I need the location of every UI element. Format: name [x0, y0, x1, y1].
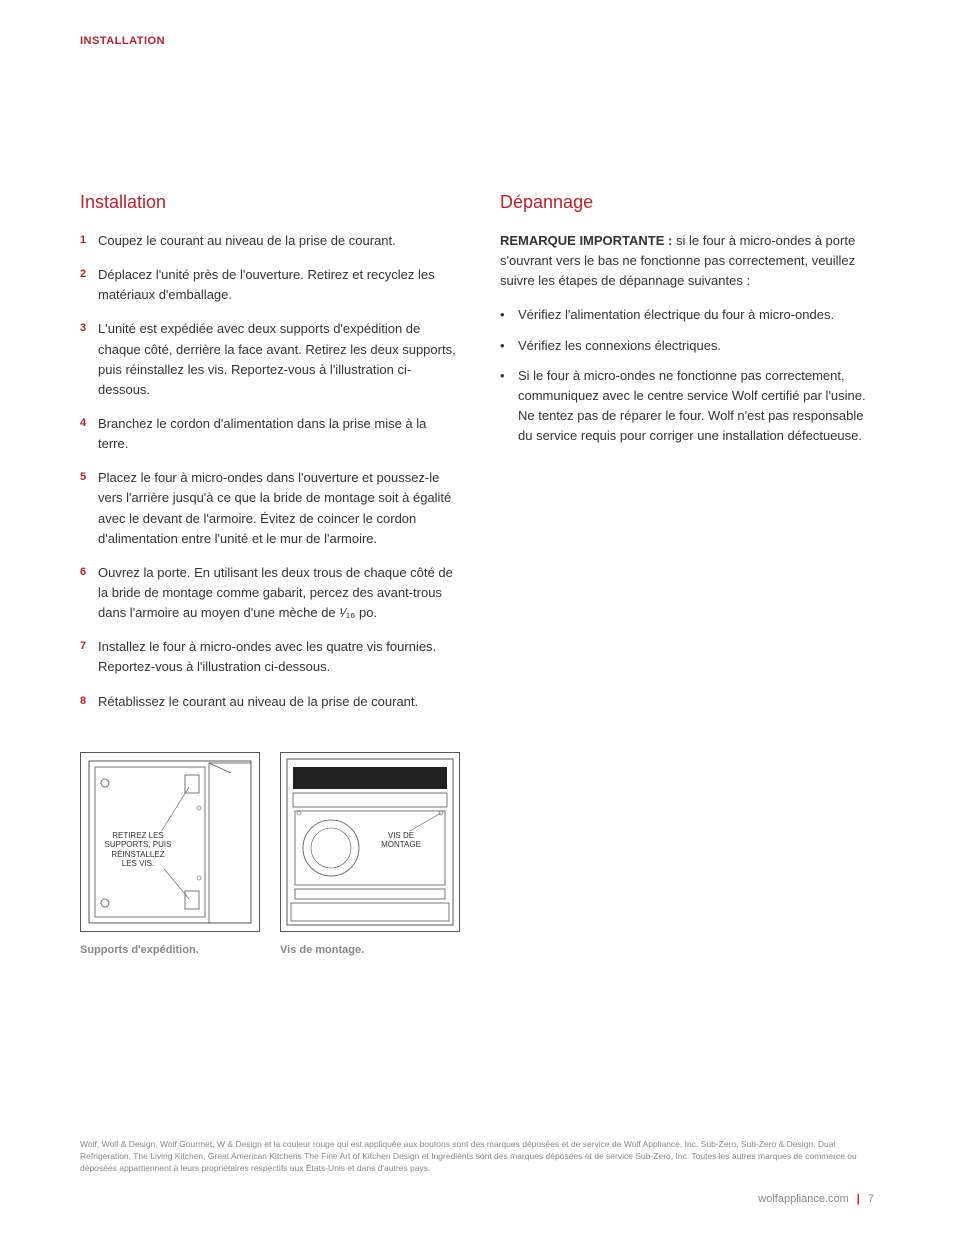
figure-shipping-brackets: RETIREZ LESSUPPORTS, PUISRÉINSTALLEZLES …	[80, 752, 260, 956]
step-text: Installez le four à micro-ondes avec les…	[98, 637, 460, 677]
step-text: L'unité est expédiée avec deux supports …	[98, 319, 460, 400]
bullet-icon: •	[500, 336, 518, 356]
figure-box: RETIREZ LESSUPPORTS, PUISRÉINSTALLEZLES …	[80, 752, 260, 932]
bullet-text: Vérifiez les connexions électriques.	[518, 336, 721, 356]
step-item: 3L'unité est expédiée avec deux supports…	[80, 319, 460, 400]
step-number: 3	[80, 319, 98, 400]
figure-inner-label: VIS DEMONTAGE	[373, 831, 429, 850]
step-item: 5Placez le four à micro-ondes dans l'ouv…	[80, 468, 460, 549]
bullet-item: •Vérifiez les connexions électriques.	[500, 336, 874, 356]
bullet-text: Vérifiez l'alimentation électrique du fo…	[518, 305, 834, 325]
step-text: Branchez le cordon d'alimentation dans l…	[98, 414, 460, 454]
step-number: 7	[80, 637, 98, 677]
figure-mounting-screws: VIS DEMONTAGE Vis de montage.	[280, 752, 460, 956]
bullet-item: •Si le four à micro-ondes ne fonctionne …	[500, 366, 874, 447]
step-number: 4	[80, 414, 98, 454]
troubleshooting-intro: REMARQUE IMPORTANTE : si le four à micro…	[500, 231, 874, 291]
page-footer: wolfappliance.com | 7	[758, 1193, 874, 1205]
step-text: Coupez le courant au niveau de la prise …	[98, 231, 396, 251]
legal-text: Wolf, Wolf & Design, Wolf Gourmet, W & D…	[80, 1139, 874, 1175]
step-number: 8	[80, 692, 98, 712]
right-column: Dépannage REMARQUE IMPORTANTE : si le fo…	[500, 192, 874, 956]
page: INSTALLATION Installation 1Coupez le cou…	[0, 0, 954, 1235]
step-item: 6Ouvrez la porte. En utilisant les deux …	[80, 563, 460, 623]
bullet-icon: •	[500, 366, 518, 447]
footer-separator: |	[857, 1193, 860, 1205]
installation-steps: 1Coupez le courant au niveau de la prise…	[80, 231, 460, 712]
step-item: 4Branchez le cordon d'alimentation dans …	[80, 414, 460, 454]
troubleshooting-title: Dépannage	[500, 192, 874, 213]
figure-caption: Vis de montage.	[280, 944, 460, 956]
step-item: 7Installez le four à micro-ondes avec le…	[80, 637, 460, 677]
content-columns: Installation 1Coupez le courant au nivea…	[80, 192, 874, 956]
footer-page-number: 7	[868, 1193, 874, 1205]
step-number: 5	[80, 468, 98, 549]
step-item: 1Coupez le courant au niveau de la prise…	[80, 231, 460, 251]
figure-caption: Supports d'expédition.	[80, 944, 260, 956]
bullet-icon: •	[500, 305, 518, 325]
figure-box: VIS DEMONTAGE	[280, 752, 460, 932]
step-number: 2	[80, 265, 98, 305]
header-section-label: INSTALLATION	[80, 35, 874, 47]
troubleshooting-bullets: •Vérifiez l'alimentation électrique du f…	[500, 305, 874, 446]
step-text: Placez le four à micro-ondes dans l'ouve…	[98, 468, 460, 549]
step-number: 6	[80, 563, 98, 623]
installation-title: Installation	[80, 192, 460, 213]
footer-site: wolfappliance.com	[758, 1193, 849, 1205]
mounting-screws-illustration	[281, 753, 459, 931]
step-number: 1	[80, 231, 98, 251]
left-column: Installation 1Coupez le courant au nivea…	[80, 192, 460, 956]
step-item: 8Rétablissez le courant au niveau de la …	[80, 692, 460, 712]
step-item: 2Déplacez l'unité près de l'ouverture. R…	[80, 265, 460, 305]
bullet-text: Si le four à micro-ondes ne fonctionne p…	[518, 366, 874, 447]
intro-bold: REMARQUE IMPORTANTE :	[500, 233, 672, 248]
bullet-item: •Vérifiez l'alimentation électrique du f…	[500, 305, 874, 325]
figures-row: RETIREZ LESSUPPORTS, PUISRÉINSTALLEZLES …	[80, 752, 460, 956]
figure-inner-label: RETIREZ LESSUPPORTS, PUISRÉINSTALLEZLES …	[99, 831, 177, 869]
step-text: Rétablissez le courant au niveau de la p…	[98, 692, 418, 712]
step-text: Ouvrez la porte. En utilisant les deux t…	[98, 563, 460, 623]
step-text: Déplacez l'unité près de l'ouverture. Re…	[98, 265, 460, 305]
